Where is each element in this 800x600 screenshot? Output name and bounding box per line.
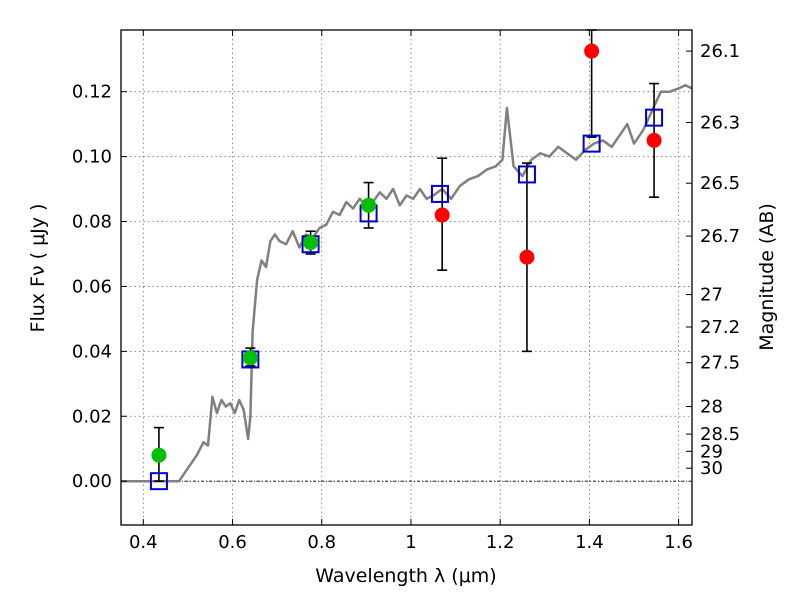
y-tick-label: 0.06 — [72, 276, 112, 297]
y-axis-title: Flux Fν ( μJy ) — [27, 204, 49, 333]
plot-frame — [120, 29, 693, 526]
magnitude-tick-label: 27 — [700, 285, 723, 306]
x-tick-label: 0.4 — [129, 532, 158, 553]
model-square-marker — [430, 184, 449, 203]
red-photometry-point — [584, 43, 600, 59]
green-photometry-point — [303, 235, 319, 251]
y-tick-label: 0.04 — [72, 341, 112, 362]
model-square-marker — [645, 108, 664, 127]
y-tick-label: 0.08 — [72, 212, 112, 233]
model-square-marker — [149, 472, 168, 491]
magnitude-tick-label: 26.5 — [700, 173, 740, 194]
magnitude-tick-label: 29 — [700, 441, 723, 462]
model-square-marker — [582, 134, 601, 153]
red-photometry-point — [519, 249, 535, 265]
y-tick-label: 0.12 — [72, 82, 112, 103]
red-photometry-point — [646, 132, 662, 148]
right-axis-title: Magnitude (AB) — [756, 203, 778, 351]
magnitude-tick-label: 26.3 — [700, 113, 740, 134]
magnitude-tick-label: 28.5 — [700, 424, 740, 445]
y-tick-label: 0.02 — [72, 406, 112, 427]
x-axis-title: Wavelength λ (μm) — [315, 565, 496, 587]
x-tick-label: 1.4 — [575, 532, 604, 553]
green-photometry-point — [361, 197, 377, 213]
y-tick-label: 0.10 — [72, 147, 112, 168]
red-photometry-point — [434, 207, 450, 223]
magnitude-tick-label: 27.5 — [700, 353, 740, 374]
magnitude-tick-label: 26.7 — [700, 226, 740, 247]
y-tick-label: 0.00 — [72, 471, 112, 492]
green-photometry-point — [151, 447, 167, 463]
grid — [121, 30, 692, 525]
x-tick-label: 1.2 — [486, 532, 515, 553]
plot-area — [121, 29, 693, 491]
model-spectrum-line — [121, 83, 693, 483]
magnitude-tick-label: 28 — [700, 397, 723, 418]
x-tick-label: 0.8 — [307, 532, 336, 553]
model-square-marker — [517, 165, 536, 184]
axes: 0.4 0.6 0.8 1 1.2 1.4 1.6 0.00 0.02 0.04 0.06 0.08 0… — [72, 30, 740, 553]
x-tick-label: 1 — [405, 532, 416, 553]
x-tick-label: 1.6 — [664, 532, 693, 553]
magnitude-tick-label: 30 — [700, 458, 723, 479]
green-photometry-point — [242, 350, 258, 366]
magnitude-tick-label: 27.2 — [700, 317, 740, 338]
magnitude-tick-label: 26.1 — [700, 41, 740, 62]
x-tick-label: 0.6 — [218, 532, 247, 553]
